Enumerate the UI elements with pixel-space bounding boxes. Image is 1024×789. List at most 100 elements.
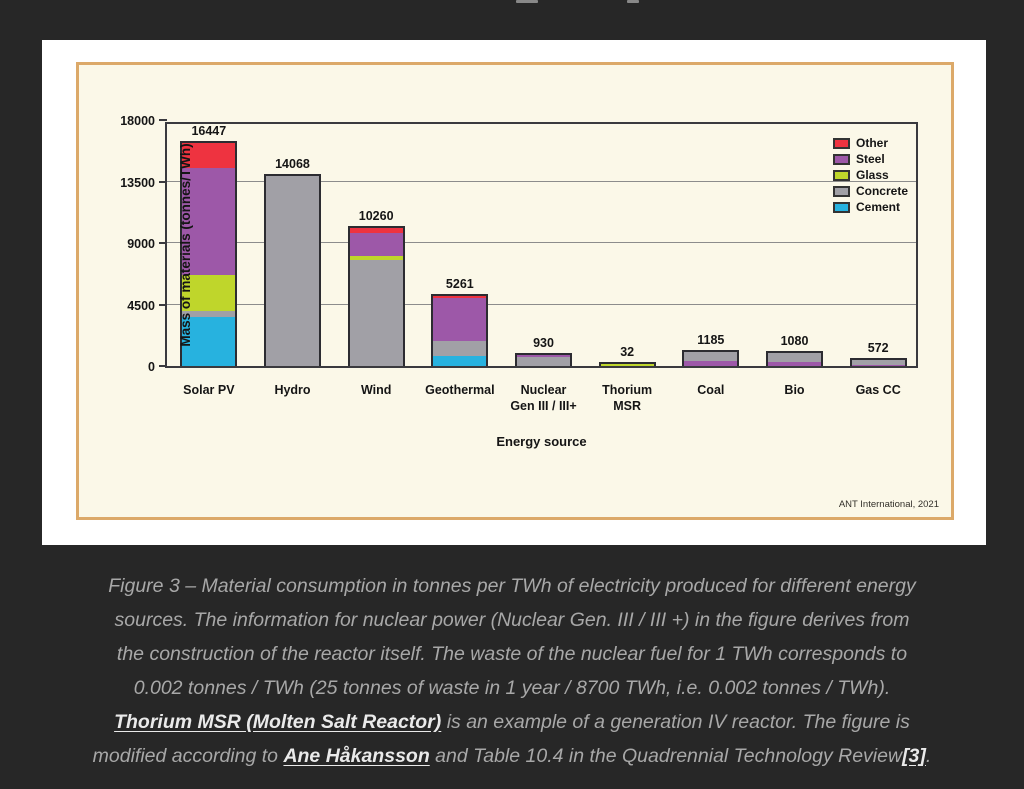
y-tick-mark xyxy=(159,180,167,183)
legend-item-concrete: Concrete xyxy=(832,183,908,199)
bar-thorium xyxy=(598,362,656,366)
legend-label: Steel xyxy=(855,152,885,166)
legend-item-other: Other xyxy=(832,135,908,151)
bar-value-label: 930 xyxy=(533,336,554,351)
plot-area: 16447 14068 10260 5261 930 32 1185 1080 572 0 450… xyxy=(120,114,918,449)
y-tick-label: 0 xyxy=(148,360,155,374)
bar-segment-concrete xyxy=(517,357,570,366)
caption-link[interactable]: Ane Håkansson xyxy=(283,745,430,767)
legend-item-cement: Cement xyxy=(832,199,908,215)
caption-text: . xyxy=(925,745,932,767)
bar-segment-glass xyxy=(349,255,403,260)
legend-label: Glass xyxy=(855,168,889,182)
x-tick-label: Coal xyxy=(697,383,725,397)
legend-swatch-icon xyxy=(832,185,850,197)
bar-segment-concrete xyxy=(433,341,487,357)
bar-coal xyxy=(682,349,740,366)
gridline xyxy=(167,303,916,305)
bar-segment-steel xyxy=(684,361,738,366)
bar-value-label: 14068 xyxy=(275,156,310,171)
gridline xyxy=(167,180,916,182)
bar-segment-steel xyxy=(768,361,821,366)
caption-text: 0.002 tonnes / TWh (25 tonnes of waste i… xyxy=(133,677,891,699)
caption-line: the construction of the reactor itself. … xyxy=(20,637,1004,671)
x-tick-label: Hydro xyxy=(274,383,311,397)
y-tick-mark xyxy=(159,119,167,121)
bar-value-label: 1080 xyxy=(780,334,809,349)
y-tick-label: 13500 xyxy=(120,175,155,190)
bar-segment-concrete xyxy=(182,311,236,318)
bar-segment-steel xyxy=(433,297,487,342)
legend-item-glass: Glass xyxy=(832,167,908,183)
x-tick-label: Bio xyxy=(784,383,805,397)
caption-text: modified according to xyxy=(92,745,284,767)
bar-segment-concrete xyxy=(851,360,905,365)
bar-segment-other xyxy=(349,227,403,233)
bar-segment-glass xyxy=(182,275,236,312)
bar-segment-steel xyxy=(851,364,905,366)
y-axis-title: Mass of materials (tonnes/TWh) xyxy=(178,143,193,347)
bar-segment-steel xyxy=(182,167,236,276)
bar-segment-cement xyxy=(433,356,487,366)
y-tick-label: 9000 xyxy=(127,237,155,251)
caption-line: modified according to Ane Håkansson and … xyxy=(20,739,1004,773)
caption-line: 0.002 tonnes / TWh (25 tonnes of waste i… xyxy=(20,671,1004,705)
bar-gas-cc xyxy=(849,358,907,366)
bar-segment-concrete xyxy=(768,353,821,362)
bar-geothermal xyxy=(431,294,489,366)
legend-label: Concrete xyxy=(855,184,908,198)
legend-swatch-icon xyxy=(832,137,850,149)
bar-segment-other xyxy=(433,296,487,298)
y-tick-mark xyxy=(159,303,167,306)
bar-value-label: 5261 xyxy=(445,277,474,292)
legend-swatch-icon xyxy=(832,153,850,165)
caption-text: is an example of a generation IV reactor… xyxy=(441,711,910,733)
bar-segment-concrete xyxy=(349,259,403,366)
chart-legend: Other Steel Glass Concrete Cement xyxy=(832,135,908,215)
legend-label: Cement xyxy=(855,200,900,214)
bar-segment-glass xyxy=(600,364,654,366)
x-tick-label: Gas CC xyxy=(855,383,901,397)
bar-value-label: 1185 xyxy=(697,332,725,347)
caption-line: sources. The information for nuclear pow… xyxy=(20,603,1004,637)
caption-line: Figure 3 – Material consumption in tonne… xyxy=(20,569,1004,603)
cropped-text-fragment xyxy=(627,0,639,3)
bar-value-label: 572 xyxy=(867,341,889,356)
x-tick-label: Solar PV xyxy=(183,383,235,397)
caption-text: and Table 10.4 in the Quadrennial Techno… xyxy=(429,745,903,767)
bar-segment-concrete xyxy=(684,351,738,362)
caption-text: the construction of the reactor itself. … xyxy=(116,643,908,665)
bar-hydro xyxy=(264,173,321,366)
bar-segment-cement xyxy=(182,317,236,366)
chart-panel: 16447 14068 10260 5261 930 32 1185 1080 572 0 450… xyxy=(76,62,954,520)
credit-text: ANT International, 2021 xyxy=(838,499,939,510)
gridline xyxy=(167,242,916,243)
caption-text: sources. The information for nuclear pow… xyxy=(114,609,910,631)
bar-segment-steel xyxy=(349,232,403,256)
y-tick-mark xyxy=(159,365,167,367)
legend-item-steel: Steel xyxy=(832,151,908,167)
x-tick-label: Wind xyxy=(360,383,392,397)
caption-link[interactable]: Thorium MSR (Molten Salt Reactor) xyxy=(114,711,442,733)
legend-label: Other xyxy=(855,136,888,150)
caption-line: Thorium MSR (Molten Salt Reactor) is an … xyxy=(20,705,1004,739)
x-tick-label: Geothermal xyxy=(425,383,495,397)
y-tick-label: 4500 xyxy=(127,298,155,313)
x-axis-title: Energy source xyxy=(496,434,587,449)
bar-value-label: 10260 xyxy=(358,208,394,223)
bar-value-label: 16447 xyxy=(191,124,227,139)
figure-caption: Figure 3 – Material consumption in tonne… xyxy=(20,569,1004,773)
bar-value-label: 32 xyxy=(620,345,635,359)
bar-bio xyxy=(766,351,823,366)
figure-card: 16447 14068 10260 5261 930 32 1185 1080 572 0 450… xyxy=(42,40,986,545)
legend-swatch-icon xyxy=(832,201,850,213)
bar-segment-other xyxy=(182,143,236,168)
bar-segment-concrete xyxy=(266,175,319,366)
cropped-text-fragment xyxy=(516,0,538,3)
y-tick-mark xyxy=(159,242,167,244)
x-tick-label: Nuclear Gen III / III+ xyxy=(510,383,577,413)
bar-nuclear xyxy=(515,353,572,366)
caption-link[interactable]: [3] xyxy=(902,745,926,767)
bar-segment-steel xyxy=(517,355,570,358)
